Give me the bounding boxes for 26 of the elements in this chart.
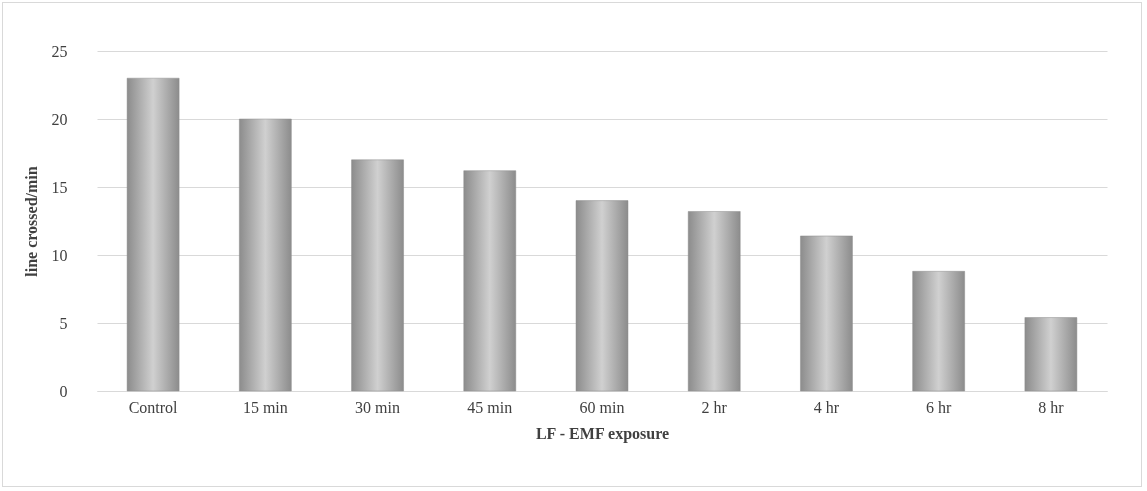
bar: [351, 159, 404, 392]
x-tick-label: 30 min: [355, 398, 400, 416]
x-tick-label: 4 hr: [813, 398, 840, 416]
x-axis-title: LF - EMF exposure: [535, 424, 670, 443]
bar: [912, 271, 965, 392]
bar: [575, 200, 629, 392]
bar: [463, 170, 517, 392]
y-tick-label: 15: [51, 178, 68, 196]
x-tick-label: 15 min: [242, 398, 288, 416]
x-tick-label: 60 min: [579, 398, 625, 416]
x-tick-label: 6 hr: [926, 398, 952, 416]
y-tick-label: 10: [51, 246, 68, 264]
y-tick-label: 25: [51, 42, 68, 60]
bar: [800, 235, 853, 392]
x-tick-label: 8 hr: [1038, 398, 1065, 416]
y-tick-label: 0: [59, 382, 68, 400]
bar: [687, 211, 741, 392]
x-tick-label: 45 min: [467, 398, 513, 416]
x-tick-label: 2 hr: [701, 398, 728, 416]
x-tick-label: Control: [128, 398, 179, 416]
bar: [1024, 317, 1078, 392]
y-tick-label: 5: [59, 314, 68, 332]
bar: [239, 118, 292, 392]
y-tick-label: 20: [51, 110, 68, 128]
bar: [126, 77, 180, 392]
y-axis-title: line crossed/min: [22, 166, 40, 277]
